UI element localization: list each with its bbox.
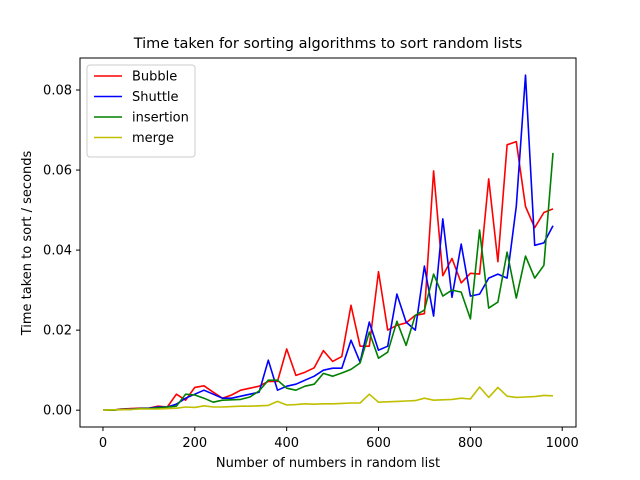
- x-tick-label: 400: [274, 436, 299, 451]
- legend-label-shuttle: Shuttle: [132, 90, 179, 105]
- y-tick-label: 0.04: [43, 244, 72, 259]
- y-tick-label: 0.06: [43, 164, 72, 179]
- chart-title: Time taken for sorting algorithms to sor…: [133, 36, 523, 52]
- x-tick-label: 0: [99, 436, 107, 451]
- legend: Bubble Shuttle insertion merge: [86, 64, 196, 158]
- x-tick-label: 200: [182, 436, 207, 451]
- y-tick-label: 0.02: [43, 324, 72, 339]
- legend-label-insertion: insertion: [132, 111, 189, 126]
- y-tick-label: 0.08: [43, 84, 72, 99]
- series-line-merge: [102, 386, 554, 411]
- x-tick-label: 800: [458, 436, 483, 451]
- plot-area-frame: [79, 57, 577, 428]
- x-tick-label: 600: [366, 436, 391, 451]
- series-line-insertion: [103, 152, 554, 412]
- series-line-bubble: [103, 140, 554, 412]
- legend-box: [86, 64, 196, 158]
- legend-label-bubble: Bubble: [132, 70, 177, 85]
- x-axis: 0 200 400 600 800 1000: [99, 427, 579, 451]
- y-axis: 0.00 0.02 0.04 0.06 0.08: [43, 84, 80, 419]
- x-tick-label: 1000: [546, 436, 579, 451]
- y-axis-label: Time taken to sort / seconds: [20, 150, 35, 336]
- series-layer: [102, 74, 554, 412]
- legend-label-merge: merge: [132, 131, 174, 146]
- x-axis-label: Number of numbers in random list: [216, 456, 440, 471]
- y-tick-label: 0.00: [43, 404, 72, 419]
